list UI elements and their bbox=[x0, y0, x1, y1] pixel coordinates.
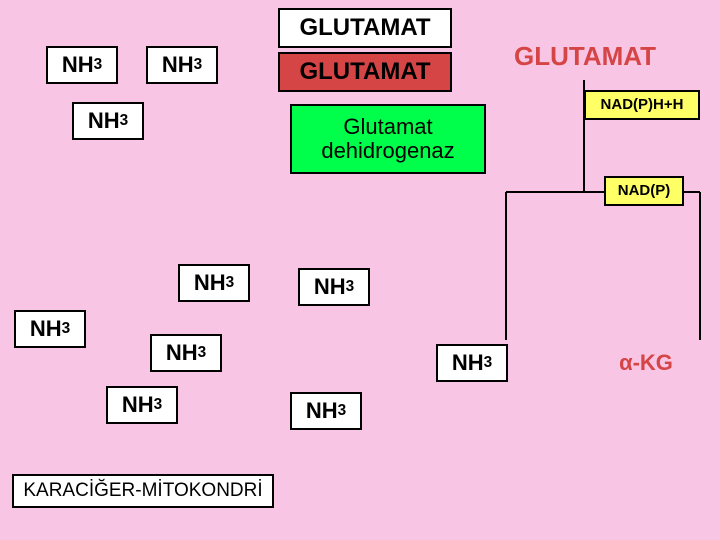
label-enzyme: Glutamat dehidrogenaz bbox=[290, 104, 486, 174]
label-akg: α-KG bbox=[606, 346, 686, 380]
label-glutamat_top: GLUTAMAT bbox=[278, 8, 452, 48]
label-nh3_g: NH3 bbox=[150, 334, 222, 372]
label-nh3_h: NH3 bbox=[436, 344, 508, 382]
label-nh3_d: NH3 bbox=[178, 264, 250, 302]
label-nh3_f: NH3 bbox=[14, 310, 86, 348]
label-glutamat_right: GLUTAMAT bbox=[486, 36, 684, 76]
label-nh3_i: NH3 bbox=[106, 386, 178, 424]
label-nadphh: NAD(P)H+H bbox=[584, 90, 700, 120]
label-nh3_a: NH3 bbox=[46, 46, 118, 84]
label-nh3_j: NH3 bbox=[290, 392, 362, 430]
label-footer: KARACİĞER-MİTOKONDRİ bbox=[12, 474, 274, 508]
label-glutamat_mid: GLUTAMAT bbox=[278, 52, 452, 92]
label-nh3_c: NH3 bbox=[72, 102, 144, 140]
label-nadp: NAD(P) bbox=[604, 176, 684, 206]
label-nh3_b: NH3 bbox=[146, 46, 218, 84]
label-nh3_e: NH3 bbox=[298, 268, 370, 306]
